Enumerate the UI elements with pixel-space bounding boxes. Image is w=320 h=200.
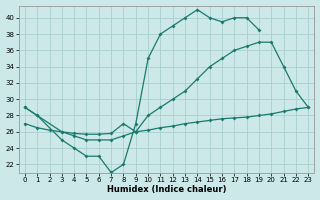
- X-axis label: Humidex (Indice chaleur): Humidex (Indice chaleur): [107, 185, 226, 194]
